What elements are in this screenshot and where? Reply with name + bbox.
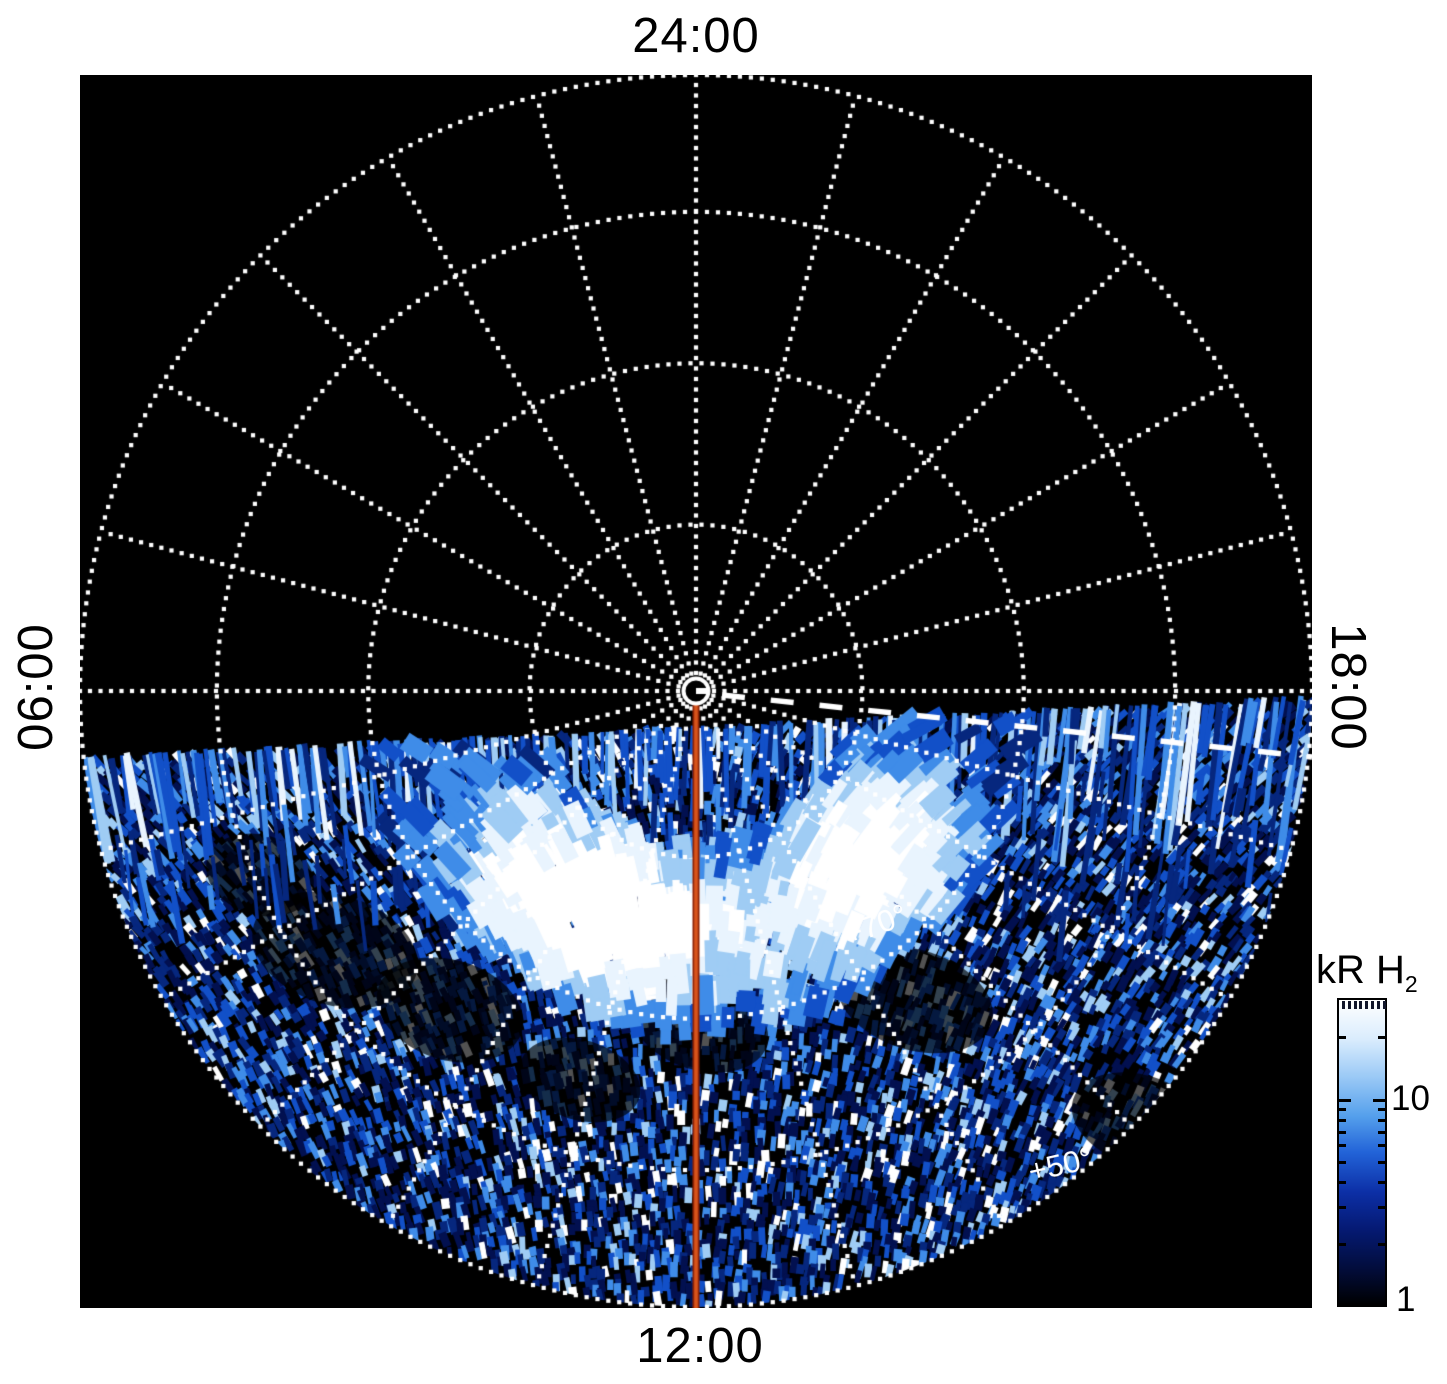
colorbar-tick [1378, 1119, 1385, 1122]
colorbar-top-tick [1342, 1001, 1345, 1009]
colorbar-tick [1378, 1206, 1385, 1209]
colorbar-tick [1339, 1181, 1346, 1184]
colorbar-title-main: kR H [1316, 948, 1405, 992]
colorbar-tick [1378, 1131, 1385, 1134]
local-time-label-1800: 18:00 [1321, 623, 1375, 751]
colorbar-tick [1339, 1119, 1346, 1122]
colorbar-tick [1378, 1144, 1385, 1147]
colorbar-title-sub: 2 [1404, 971, 1418, 997]
colorbar-tick [1339, 1036, 1346, 1039]
colorbar [1337, 998, 1387, 1307]
colorbar-tick [1339, 1243, 1346, 1246]
colorbar-top-tick [1371, 1001, 1374, 1009]
colorbar-tick [1339, 1144, 1346, 1147]
colorbar-tick [1339, 1131, 1346, 1134]
polar-plot-area: +70° +50° [80, 75, 1312, 1308]
colorbar-top-tick [1359, 1001, 1363, 1009]
colorbar-tick [1378, 1181, 1385, 1184]
colorbar-tick [1378, 1161, 1385, 1164]
colorbar-tick-label-1: 1 [1396, 1280, 1416, 1319]
colorbar-tick [1378, 1108, 1385, 1111]
colorbar-tick [1339, 1099, 1351, 1102]
colorbar-tick [1373, 1099, 1385, 1102]
local-time-label-2400: 24:00 [632, 9, 760, 63]
colorbar-tick [1378, 1036, 1385, 1039]
local-time-label-0600: 06:00 [9, 623, 63, 751]
colorbar-tick [1339, 1161, 1346, 1164]
colorbar-tick-label-10: 10 [1391, 1079, 1430, 1118]
colorbar-top-tick [1376, 1001, 1380, 1009]
colorbar-top-tick [1347, 1001, 1351, 1009]
colorbar-top-tick [1382, 1001, 1386, 1009]
polar-heatmap-canvas [80, 75, 1312, 1308]
local-time-label-1200: 12:00 [636, 1319, 764, 1373]
colorbar-top-tick [1365, 1001, 1369, 1009]
colorbar-title: kR H2 [1316, 948, 1418, 998]
colorbar-tick [1339, 1108, 1346, 1111]
colorbar-top-tick [1353, 1001, 1357, 1009]
colorbar-tick [1339, 1206, 1346, 1209]
colorbar-tick [1378, 1243, 1385, 1246]
